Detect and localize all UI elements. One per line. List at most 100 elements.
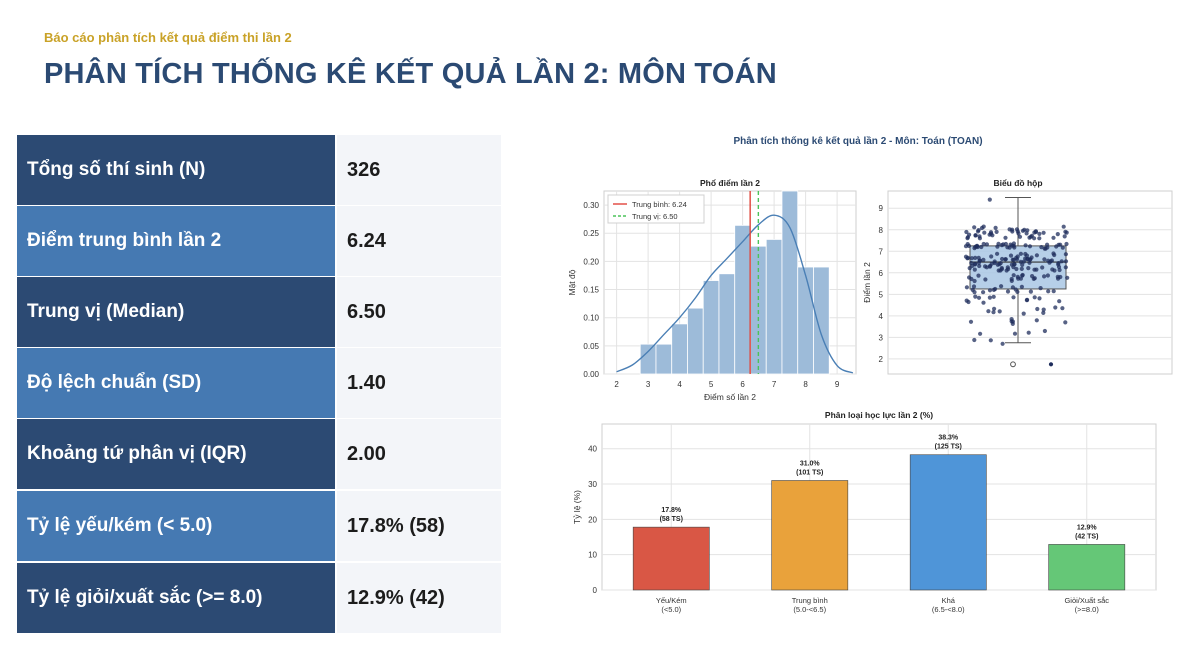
box-sample-point bbox=[997, 309, 1002, 314]
box-sample-point bbox=[972, 337, 977, 343]
box-sample-point bbox=[1020, 262, 1025, 267]
hist-xlabel: Điểm số lần 2 bbox=[704, 392, 756, 402]
hist-ytick-label: 0.10 bbox=[583, 314, 599, 323]
box-outlier-point bbox=[1048, 362, 1054, 367]
box-sample-point bbox=[1045, 273, 1050, 278]
box-sample-point bbox=[1027, 260, 1032, 265]
box-sample-point bbox=[1063, 265, 1068, 270]
legend-mean-label: Trung bình: 6.24 bbox=[632, 200, 687, 209]
box-sample-point bbox=[969, 256, 974, 261]
box-sample-point bbox=[969, 276, 974, 282]
bar bbox=[1048, 544, 1126, 591]
box-sample-point bbox=[1004, 268, 1009, 273]
box-sample-point bbox=[973, 294, 978, 299]
box-sample-point bbox=[1051, 235, 1056, 240]
box-sample-point bbox=[1058, 242, 1063, 247]
box-sample-point bbox=[993, 225, 998, 230]
box-sample-point bbox=[1057, 267, 1062, 273]
box-sample-point bbox=[1053, 305, 1058, 310]
stat-row-total: Tổng số thí sinh (N) 326 bbox=[17, 135, 501, 205]
box-sample-point bbox=[1041, 307, 1046, 312]
bar-chart: 0 10 20 30 40 17.8% (58 TS) Yếu/Kém(<5.0) 31.0% (… bbox=[572, 410, 1157, 614]
box-sample-point bbox=[1025, 256, 1030, 262]
box-sample-point bbox=[995, 251, 1000, 256]
box-sample-point bbox=[1010, 319, 1015, 324]
box-sample-point bbox=[979, 244, 984, 250]
box-sample-point bbox=[976, 228, 981, 233]
box-sample-point bbox=[969, 260, 974, 266]
hist-bar bbox=[813, 266, 830, 375]
hist-xtick-label: 3 bbox=[646, 380, 651, 389]
box-sample-point bbox=[965, 236, 970, 241]
box-sample-point bbox=[983, 264, 988, 269]
stat-row-iqr: Khoảng tứ phân vị (IQR) 2.00 bbox=[17, 419, 501, 489]
stat-label: Độ lệch chuẩn (SD) bbox=[17, 348, 335, 418]
box-sample-point bbox=[1019, 266, 1024, 271]
hist-xtick-label: 6 bbox=[740, 380, 745, 389]
box-sample-point bbox=[1009, 278, 1014, 283]
box-sample-point bbox=[973, 262, 978, 267]
box-sample-point bbox=[1060, 245, 1065, 250]
stat-value: 2.00 bbox=[337, 419, 501, 489]
box-sample-point bbox=[1042, 257, 1047, 262]
bar-category-label: Giỏi/Xuất sắc bbox=[1064, 596, 1109, 605]
box-sample-point bbox=[1026, 330, 1031, 335]
box-sample-point bbox=[1060, 306, 1065, 311]
bar-category-sublabel: (5.0-<6.5) bbox=[793, 605, 826, 614]
box-sample-point bbox=[1012, 331, 1018, 336]
box-sample-point bbox=[977, 234, 982, 239]
charts-figure: Phân tích thống kê kết quả lần 2 - Môn: … bbox=[560, 128, 1180, 628]
stat-label: Khoảng tứ phân vị (IQR) bbox=[17, 419, 335, 489]
box-sample-point bbox=[965, 256, 970, 261]
stat-label: Trung vị (Median) bbox=[17, 277, 335, 347]
bar bbox=[909, 454, 987, 591]
box-sample-point bbox=[989, 254, 994, 259]
box-sample-point bbox=[1021, 311, 1026, 316]
bar-category-label: Khá bbox=[942, 596, 956, 605]
box-sample-point bbox=[1063, 252, 1068, 257]
box-sample-point bbox=[987, 295, 992, 300]
box-sample-point bbox=[994, 229, 999, 234]
box-sample-point bbox=[1008, 242, 1013, 247]
box-sample-point bbox=[1032, 295, 1037, 300]
box-sample-point bbox=[990, 233, 995, 238]
histogram-chart: 2 3 4 5 6 7 8 9 0.00 0.05 0.10 0.15 0.20 0.25 0.30 Phổ … bbox=[567, 178, 857, 402]
box-sample-point bbox=[1024, 231, 1029, 236]
box-sample-point bbox=[1028, 289, 1033, 294]
box-sample-point bbox=[964, 229, 969, 235]
bar-count-label: (101 TS) bbox=[796, 470, 823, 477]
box-ytick-label: 4 bbox=[879, 312, 884, 321]
box-sample-point bbox=[1041, 230, 1046, 235]
hist-xtick-label: 9 bbox=[835, 380, 840, 389]
box-sample-point bbox=[1023, 243, 1028, 248]
box-sample-point bbox=[1016, 231, 1021, 236]
box-sample-point bbox=[992, 306, 997, 311]
box-sample-point bbox=[991, 287, 996, 292]
stat-value: 6.24 bbox=[337, 206, 501, 276]
hist-ytick-label: 0.00 bbox=[583, 370, 599, 379]
box-sample-point bbox=[1048, 259, 1053, 264]
stat-label: Tỷ lệ yếu/kém (< 5.0) bbox=[17, 491, 335, 561]
box-sample-point bbox=[988, 338, 993, 343]
stat-label: Điểm trung bình lần 2 bbox=[17, 206, 335, 276]
box-sample-point bbox=[1055, 232, 1060, 237]
box-sample-point bbox=[992, 259, 997, 264]
box-sample-point bbox=[1005, 245, 1010, 250]
box-sample-point bbox=[1018, 251, 1023, 256]
box-sample-point bbox=[1014, 266, 1019, 272]
bar-title: Phân loại học lực lần 2 (%) bbox=[825, 410, 933, 420]
legend-median-label: Trung vị: 6.50 bbox=[632, 212, 678, 221]
box-sample-point bbox=[1042, 274, 1047, 279]
bar-value-label: 17.8% bbox=[661, 507, 682, 514]
box-sample-point bbox=[1063, 320, 1068, 325]
box-sample-point bbox=[1064, 241, 1069, 247]
box-sample-point bbox=[1040, 265, 1045, 270]
box-sample-point bbox=[981, 290, 986, 295]
box-ytick-label: 9 bbox=[879, 204, 884, 213]
bar-ytick-label: 30 bbox=[588, 480, 597, 489]
stats-table: Tổng số thí sinh (N) 326 Điểm trung bình… bbox=[17, 135, 501, 633]
stat-value: 6.50 bbox=[337, 277, 501, 347]
box-sample-point bbox=[1031, 276, 1036, 281]
hist-xtick-label: 5 bbox=[709, 380, 714, 389]
stat-label: Tổng số thí sinh (N) bbox=[17, 135, 335, 205]
